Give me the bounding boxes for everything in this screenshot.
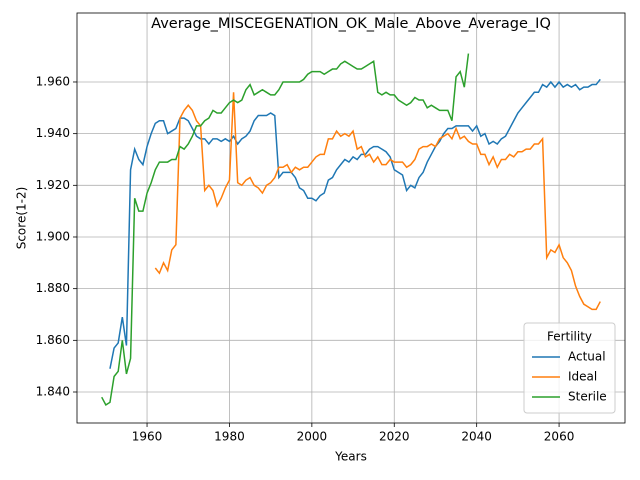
x-tick-label: 2020 [379,430,410,444]
legend-label: Ideal [568,370,597,384]
y-tick-label: 1.860 [36,333,70,347]
x-tick-label: 2000 [297,430,328,444]
y-tick-label: 1.940 [36,126,70,140]
y-tick-label: 1.900 [36,229,70,243]
x-axis-label: Years [334,450,367,464]
x-tick-label: 2060 [544,430,575,444]
x-tick-label: 1960 [132,430,163,444]
plot-frame [76,12,626,424]
y-axis-label: Score(1-2) [15,187,29,250]
legend-title: Fertility [547,330,592,344]
y-tick-label: 1.920 [36,178,70,192]
x-tick-label: 1980 [214,430,245,444]
legend-label: Actual [568,350,606,364]
series-line [109,78,601,369]
series-line [154,92,601,311]
chart-title: Average_MISCEGENATION_OK_Male_Above_Aver… [151,16,551,32]
y-tick-label: 1.840 [36,384,70,398]
series-line [101,53,470,406]
x-tick-label: 2040 [461,430,492,444]
legend-box [523,322,616,414]
y-tick-label: 1.960 [36,74,70,88]
y-tick-label: 1.880 [36,281,70,295]
legend-label: Sterile [568,390,607,404]
